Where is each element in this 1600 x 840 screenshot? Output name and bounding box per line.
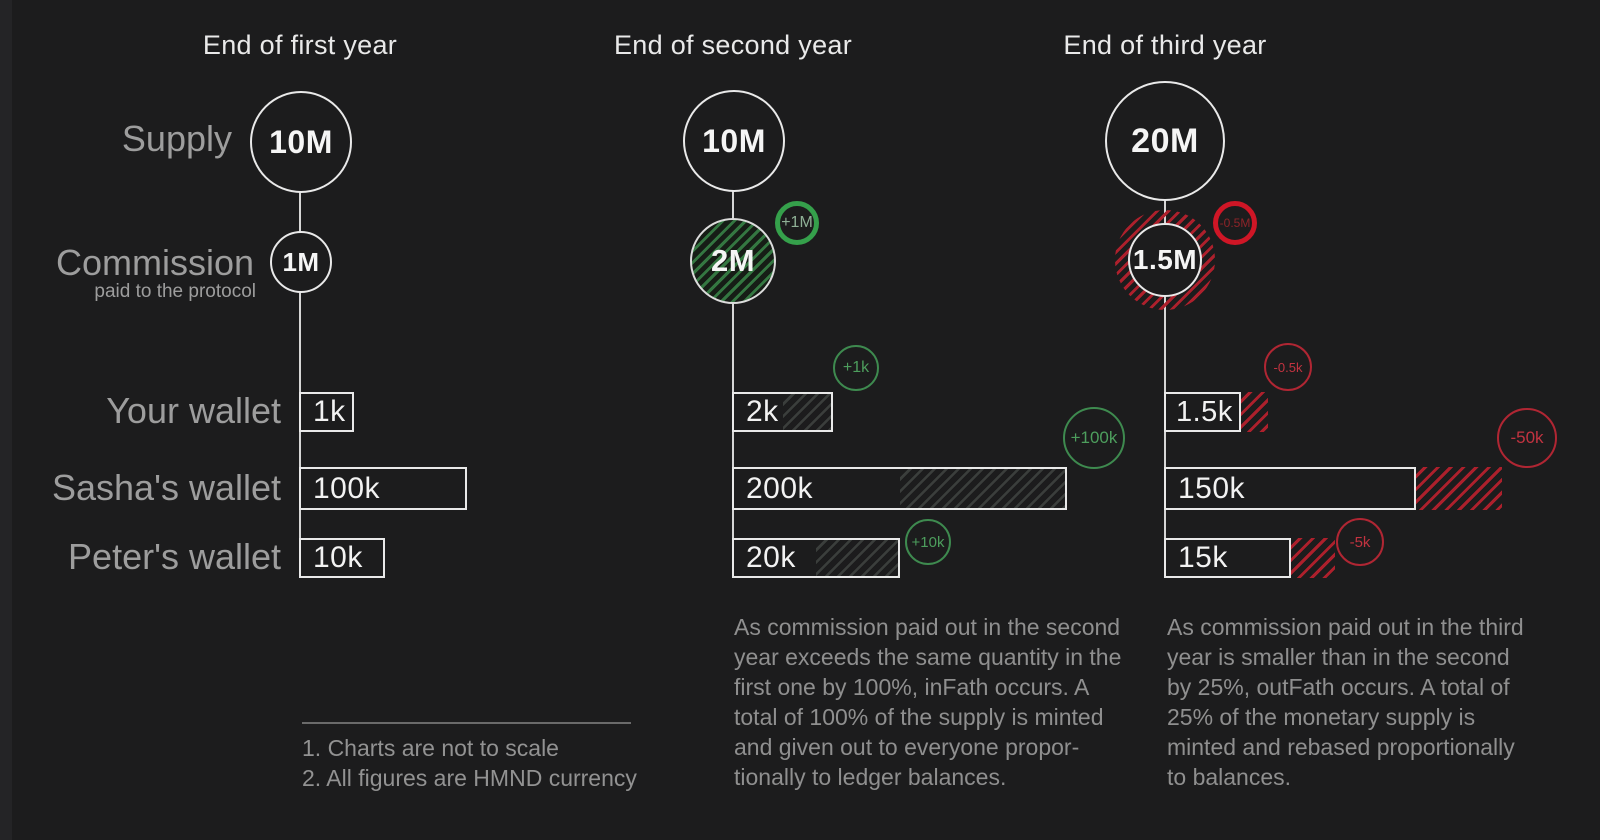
wallet-label-peter: Peter's wallet: [68, 536, 281, 577]
column-header-year3: End of third year: [1063, 30, 1267, 60]
paragraph-line: tionally to ledger balances.: [734, 764, 1007, 790]
paragraph-line: to balances.: [1167, 764, 1292, 790]
paragraph-line: year exceeds the same quantity in the: [734, 644, 1122, 670]
paragraph-line: year is smaller than in the second: [1167, 644, 1510, 670]
supply-label: Supply: [121, 118, 232, 159]
wallet-bar-year1-your: 1k: [299, 392, 354, 432]
reduction-hatch-year3-peter: [1290, 538, 1335, 578]
bar-delta-badge-year3-peter: -5k: [1336, 518, 1384, 566]
supply-circle-year1: 10M: [250, 91, 352, 193]
paragraph-line: total of 100% of the supply is minted: [734, 704, 1104, 730]
commission-label: Commission: [55, 242, 254, 283]
left-edge-strip: [0, 0, 12, 840]
commission-circle-year3: 1.5M: [1128, 223, 1202, 297]
bar-delta-badge-year3-your: -0.5k: [1264, 343, 1312, 391]
bar-value: 1k: [313, 395, 346, 428]
wallet-bar-year1-peter: 10k: [299, 538, 385, 578]
column-header-year2: End of second year: [613, 30, 853, 60]
commission-delta-badge-year2: +1M: [775, 201, 819, 245]
paragraph-line: As commission paid out in the third: [1167, 614, 1524, 640]
bar-delta-badge-year2-peter: +10k: [905, 519, 951, 565]
footnote-rule: [302, 722, 631, 724]
wallet-bar-year3-sasha: 150k: [1164, 467, 1416, 510]
bar-value: 200k: [746, 471, 814, 505]
supply-circle-year2: 10M: [683, 90, 785, 192]
bar-value: 10k: [313, 541, 363, 574]
reduction-hatch-year3-sasha: [1415, 467, 1502, 510]
commission-circle-year2: 2M: [690, 218, 776, 304]
bar-delta-badge-year3-sasha: -50k: [1497, 408, 1557, 468]
paragraph-line: 25% of the monetary supply is: [1167, 704, 1476, 730]
paragraph-line: minted and rebased proportionally: [1167, 734, 1515, 760]
paragraph-line: and given out to everyone propor-: [734, 734, 1080, 760]
paragraph-line: first one by 100%, inFath occurs. A: [734, 674, 1090, 700]
bar-value: 2k: [746, 395, 779, 428]
footnote-2: 2. All figures are HMND currency: [302, 765, 637, 791]
footnote-1: 1. Charts are not to scale: [302, 735, 559, 761]
column-header-year1: End of first year: [202, 30, 398, 60]
paragraph-line: by 25%, outFath occurs. A total of: [1167, 674, 1510, 700]
wallet-label-your: Your wallet: [106, 390, 281, 431]
paragraph-year3: As commission paid out in the third year…: [1167, 612, 1524, 792]
commission-delta-badge-year3: -0.5M: [1213, 201, 1257, 245]
bar-value: 1.5k: [1176, 395, 1233, 428]
growth-hatch: [899, 469, 1065, 508]
bar-value: 15k: [1178, 541, 1228, 574]
reduction-hatch-year3-your: [1240, 392, 1268, 432]
bar-delta-badge-year2-your: +1k: [833, 345, 879, 391]
commission-sublabel: paid to the protocol: [94, 281, 256, 302]
wallet-bar-year3-peter: 15k: [1164, 538, 1291, 578]
axis-line-year1: [299, 141, 301, 578]
paragraph-line: As commission paid out in the second: [734, 614, 1121, 640]
growth-hatch: [782, 394, 831, 430]
axis-line-year3: [1164, 141, 1166, 578]
wallet-bar-year2-peter: 20k: [732, 538, 900, 578]
paragraph-year2: As commission paid out in the second yea…: [734, 612, 1121, 792]
bar-delta-badge-year2-sasha: +100k: [1063, 407, 1125, 469]
wallet-bar-year1-sasha: 100k: [299, 467, 467, 510]
bar-value: 150k: [1178, 471, 1246, 505]
wallet-label-sasha: Sasha's wallet: [52, 467, 281, 508]
axis-line-year2: [732, 141, 734, 578]
wallet-bar-year2-your: 2k: [732, 392, 833, 432]
bar-value: 20k: [746, 541, 796, 574]
commission-circle-year1: 1M: [270, 231, 332, 293]
growth-hatch: [816, 540, 898, 576]
wallet-bar-year2-sasha: 200k: [732, 467, 1067, 510]
wallet-bar-year3-your: 1.5k: [1164, 392, 1241, 432]
bar-value: 100k: [313, 471, 381, 505]
supply-circle-year3: 20M: [1105, 81, 1225, 201]
